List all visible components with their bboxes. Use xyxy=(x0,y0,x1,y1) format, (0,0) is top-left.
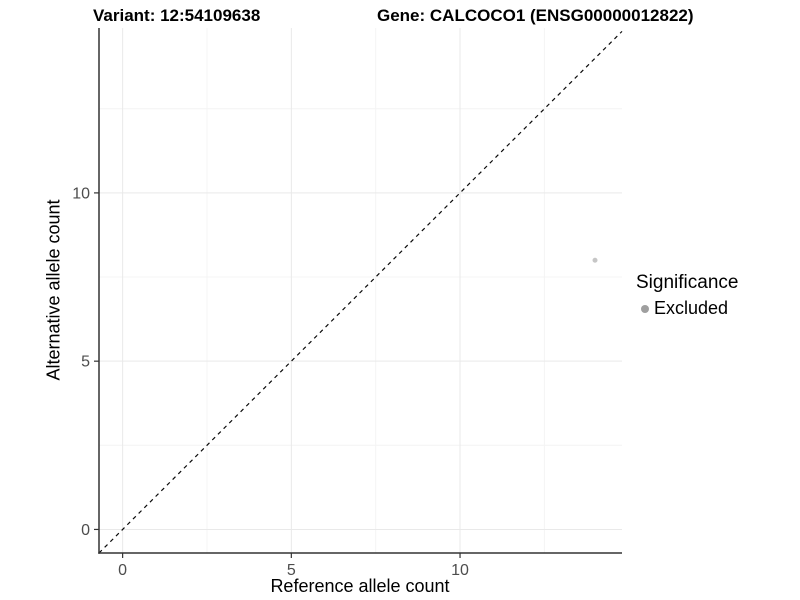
identity-line xyxy=(98,30,623,554)
x-tick-label: 10 xyxy=(451,562,469,579)
excluded-point-icon xyxy=(641,304,649,313)
x-tick-label: 5 xyxy=(287,562,296,579)
legend-item-excluded: Excluded xyxy=(636,298,738,319)
gene-title: Gene: CALCOCO1 (ENSG00000012822) xyxy=(377,6,694,25)
legend: Significance Excluded xyxy=(636,272,738,319)
y-axis-title: Alternative allele count xyxy=(43,199,64,381)
y-tick-label: 10 xyxy=(72,185,90,202)
legend-title: Significance xyxy=(636,272,739,293)
variant-title: Variant: 12:54109638 xyxy=(93,6,261,25)
data-point xyxy=(592,257,598,263)
legend-item-label: Excluded xyxy=(654,298,729,318)
y-tick-label: 5 xyxy=(81,354,90,371)
x-tick-label: 0 xyxy=(118,562,127,579)
x-axis-title: Reference allele count xyxy=(270,576,450,596)
y-tick-label: 0 xyxy=(81,522,90,539)
